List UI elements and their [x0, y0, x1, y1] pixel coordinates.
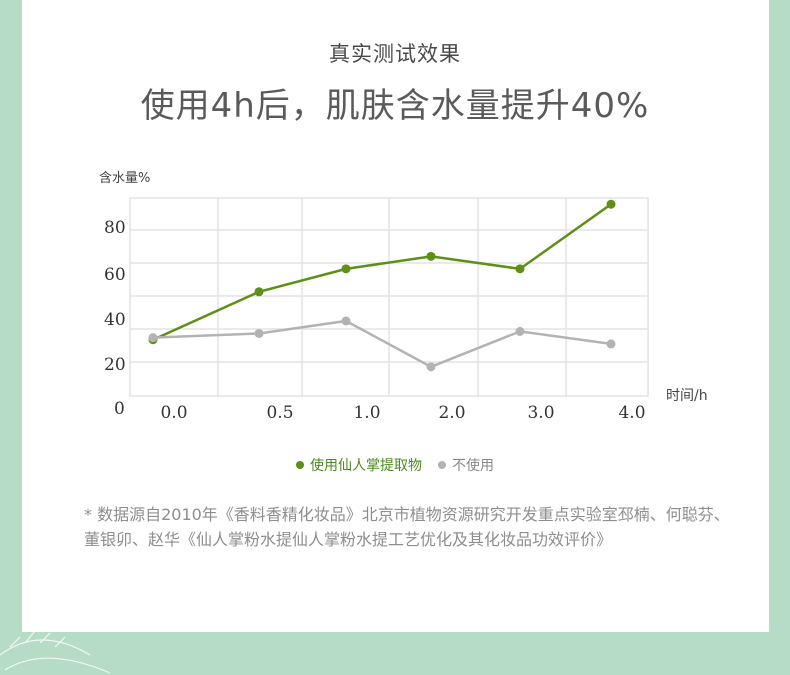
x-tick-label: 0.0: [160, 403, 187, 423]
chart-legend: 使用仙人掌提取物 不使用: [0, 455, 790, 475]
x-tick-label: 0.5: [266, 403, 293, 423]
chart-series: [148, 199, 616, 372]
data-point-treated: [515, 264, 525, 274]
data-point-control: [606, 339, 616, 349]
legend-label-control: 不使用: [452, 458, 494, 474]
legend-label-treated: 使用仙人掌提取物: [310, 458, 422, 474]
legend-item-treated: 使用仙人掌提取物: [296, 455, 422, 475]
y-tick-label: 80: [104, 218, 126, 238]
chart-grid: [129, 197, 649, 397]
content-card: [22, 0, 769, 632]
legend-item-control: 不使用: [438, 455, 494, 475]
y-tick-label: 40: [104, 310, 126, 330]
series-line-control: [152, 319, 612, 369]
data-point-treated: [606, 199, 616, 209]
y-axis-label: 含水量%: [99, 170, 150, 186]
data-point-treated: [426, 251, 436, 261]
chart-axes: 含水量% 时间/h 0 20 40 60 80 0.0 0.5 1.0 2.0 3.0 4.0: [99, 170, 708, 423]
page-title: 使用4h后，肌肤含水量提升40%: [140, 86, 650, 126]
data-point-control: [426, 362, 436, 372]
data-point-control: [341, 316, 351, 326]
y-tick-label: 60: [104, 265, 126, 285]
data-point-treated: [341, 264, 351, 274]
data-point-control: [254, 328, 264, 338]
x-tick-label: 3.0: [527, 403, 554, 423]
legend-dot-treated: [296, 461, 304, 469]
y-tick-label: 20: [104, 355, 126, 375]
x-tick-label: 2.0: [438, 403, 465, 423]
leaf-decoration-icon: [0, 630, 111, 674]
section-subtitle: 真实测试效果: [329, 42, 461, 66]
data-point-control: [148, 333, 158, 343]
source-footnote: * 数据源自2010年《香料香精化妆品》北京市植物资源研究开发重点实验室邳楠、何…: [84, 505, 730, 549]
x-axis-label: 时间/h: [666, 388, 708, 404]
data-point-treated: [254, 287, 264, 297]
legend-dot-control: [438, 461, 446, 469]
series-line-treated: [152, 203, 612, 341]
data-point-control: [515, 326, 525, 336]
line-chart: 含水量% 时间/h 0 20 40 60 80 0.0 0.5 1.0 2.0 3.0 4.0: [99, 170, 708, 423]
x-tick-label: 1.0: [353, 403, 380, 423]
y-tick-label: 0: [114, 399, 125, 419]
x-tick-label: 4.0: [618, 403, 645, 423]
